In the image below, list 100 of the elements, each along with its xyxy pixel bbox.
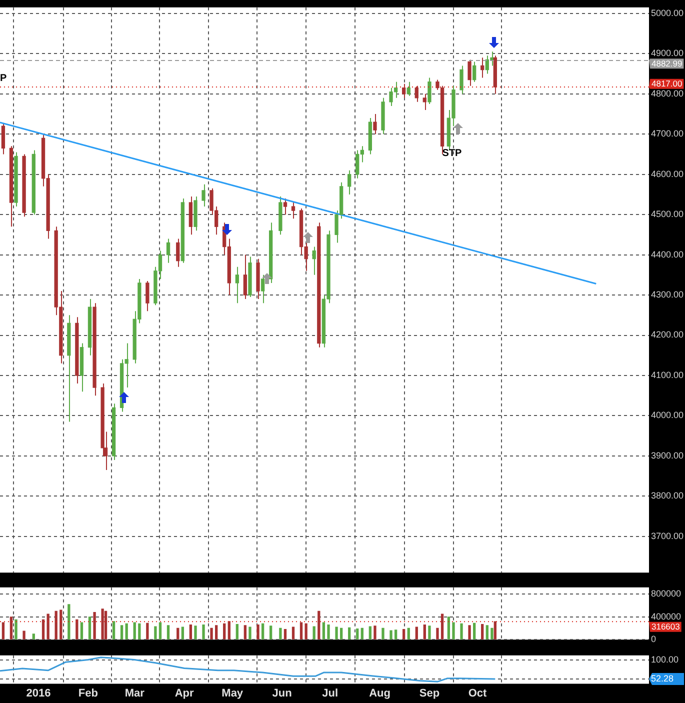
bar — [360, 628, 364, 640]
candlestick — [348, 170, 352, 195]
bar — [292, 626, 295, 640]
bar — [452, 622, 455, 640]
candlestick — [146, 280, 150, 312]
y-tick-label: 4700.00 — [651, 128, 684, 139]
bar — [60, 610, 62, 640]
bar — [407, 628, 410, 640]
candlestick — [166, 238, 170, 264]
y-tick-label: 100.00 — [651, 654, 679, 665]
bar — [318, 610, 320, 640]
bar — [166, 625, 170, 640]
bar — [101, 608, 104, 640]
bar — [46, 614, 50, 640]
bar — [112, 621, 116, 640]
bar — [261, 623, 264, 640]
bar — [194, 626, 197, 640]
bar — [181, 626, 184, 640]
bar — [428, 626, 431, 640]
bar — [300, 622, 303, 640]
bar — [304, 623, 308, 640]
y-tick-label: 4800.00 — [651, 88, 684, 98]
bar — [236, 624, 238, 640]
bar — [468, 625, 471, 640]
bar — [125, 623, 128, 640]
bar — [42, 619, 45, 640]
y-tick-label: 52.28 — [651, 673, 674, 684]
x-tick-label: Oct — [468, 687, 488, 700]
candlestick — [406, 81, 410, 96]
y-tick-label: 4500.00 — [651, 209, 684, 220]
ref-line-label: 4817.00 — [652, 78, 682, 89]
y-tick-label: 4200.00 — [651, 330, 684, 340]
bar — [335, 626, 338, 640]
bar — [76, 619, 78, 640]
y-tick-label: 4600.00 — [651, 168, 684, 179]
bar — [146, 622, 149, 640]
bar — [104, 610, 108, 640]
bar — [176, 628, 180, 640]
candlestick — [428, 77, 432, 104]
bar — [382, 628, 384, 640]
y-tick-label: 4000.00 — [651, 410, 684, 420]
bar — [68, 604, 70, 640]
candlestick — [176, 238, 180, 268]
bar — [440, 614, 444, 640]
y-tick-label: 400000 — [651, 611, 682, 622]
bar — [394, 630, 398, 640]
candlestick — [472, 61, 476, 82]
bar — [10, 616, 13, 640]
bar — [284, 629, 287, 640]
bar — [356, 628, 359, 640]
x-tick-label: Sep — [419, 687, 440, 700]
bar — [312, 626, 316, 640]
x-tick-label: Jul — [322, 687, 338, 700]
bar — [256, 624, 260, 640]
bar — [402, 629, 406, 640]
y-tick-label: 4400.00 — [651, 249, 684, 260]
x-tick-label: Mar — [124, 687, 146, 700]
x-tick-label: May — [222, 687, 244, 700]
bar — [340, 628, 343, 640]
bar — [473, 622, 476, 640]
candlestick — [202, 184, 206, 208]
bar — [486, 625, 488, 640]
bar — [248, 626, 252, 640]
bar — [93, 612, 96, 640]
y-tick-label: 0 — [651, 634, 656, 644]
bar — [189, 624, 192, 640]
bar — [14, 619, 18, 640]
candlestick — [468, 59, 472, 86]
bar — [368, 626, 372, 640]
bar — [22, 630, 26, 640]
bar — [138, 623, 141, 640]
ref-line-label: 4882.99 — [652, 58, 682, 69]
x-tick-label: Feb — [78, 687, 98, 700]
bar — [490, 628, 494, 640]
x-tick-label: Apr — [174, 687, 194, 700]
bar — [481, 624, 484, 640]
bar — [215, 625, 218, 640]
annotation: STP — [442, 148, 462, 159]
y-tick-label: 4300.00 — [651, 290, 684, 300]
bar — [88, 616, 92, 640]
bar — [460, 623, 463, 640]
x-tick-label: 2016 — [26, 687, 51, 700]
candlestick — [480, 57, 484, 78]
y-tick-label: 5000.00 — [651, 8, 684, 18]
bar — [210, 628, 213, 640]
candlestick — [422, 93, 426, 110]
x-tick-label: Aug — [369, 687, 390, 700]
candlestick — [402, 83, 406, 98]
candlestick — [291, 202, 296, 220]
bar — [322, 622, 326, 640]
y-tick-label: 4900.00 — [651, 48, 684, 58]
candlestick — [414, 85, 418, 102]
candlestick — [260, 274, 265, 304]
bar — [80, 622, 84, 640]
bar — [423, 624, 426, 640]
bar — [327, 624, 330, 640]
bar — [390, 630, 392, 640]
ref-line-label: 316603 — [652, 622, 680, 632]
bar — [32, 634, 35, 640]
annotation: P — [0, 72, 7, 84]
